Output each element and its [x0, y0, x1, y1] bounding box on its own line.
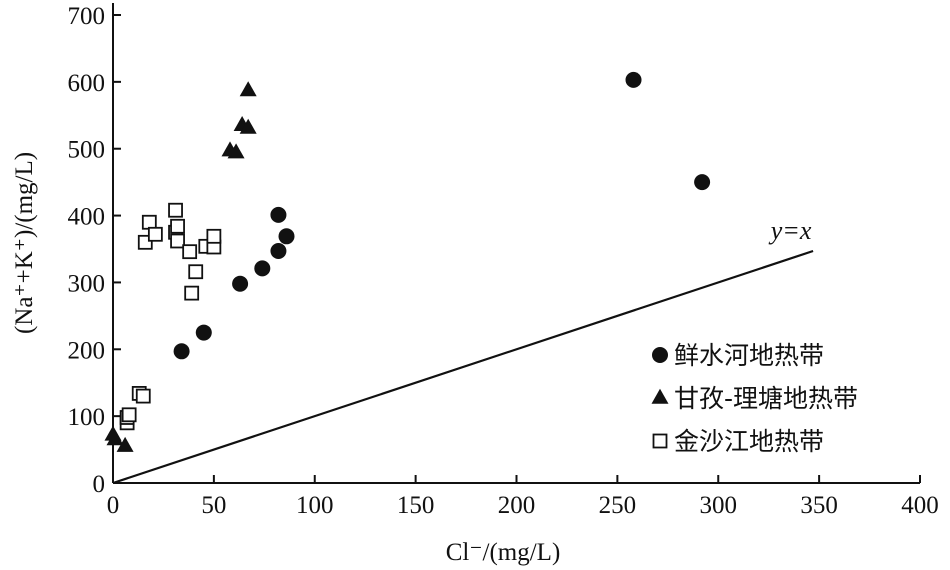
- data-point: [173, 343, 190, 360]
- data-point: [195, 324, 212, 341]
- data-point: [170, 218, 185, 234]
- data-point: [270, 243, 287, 260]
- y-tick-label: 0: [93, 471, 106, 498]
- reference-line-label: y=x: [768, 216, 812, 245]
- data-point: [239, 118, 257, 134]
- data-point: [188, 264, 204, 280]
- data-point: [278, 228, 295, 245]
- data-point: [116, 436, 134, 452]
- data-point: [239, 81, 257, 97]
- legend-label: 金沙江地热带: [674, 427, 824, 456]
- data-point: [254, 260, 271, 277]
- data-point: [135, 388, 151, 404]
- y-tick-label: 200: [68, 337, 106, 364]
- legend-marker: [651, 388, 669, 404]
- y-tick-label: 400: [68, 204, 106, 231]
- reference-line-group: y=x: [112, 216, 814, 485]
- data-point: [206, 228, 222, 244]
- data-point: [232, 275, 249, 292]
- x-tick-label: 250: [599, 492, 637, 519]
- data-point: [147, 226, 163, 242]
- data-point: [106, 430, 124, 446]
- x-tick-label: 100: [296, 492, 334, 519]
- y-tick-label: 300: [68, 270, 106, 297]
- x-tick-label: 200: [498, 492, 536, 519]
- reference-line: [112, 249, 814, 485]
- data-point: [184, 285, 200, 301]
- y-tick-label: 100: [68, 404, 106, 431]
- x-tick-label: 400: [901, 492, 939, 519]
- x-tick-label: 0: [107, 492, 120, 519]
- x-axis-title: Cl⁻/(mg/L): [446, 539, 561, 566]
- y-tick-label: 500: [68, 137, 106, 164]
- y-tick-label: 600: [68, 70, 106, 97]
- legend-label: 甘孜-理塘地热带: [674, 384, 858, 413]
- legend-marker: [652, 433, 668, 449]
- x-tick-label: 150: [397, 492, 435, 519]
- data-points: [104, 71, 711, 452]
- legend-label: 鲜水河地热带: [674, 341, 824, 370]
- x-tick-label: 350: [800, 492, 838, 519]
- data-point: [694, 174, 711, 191]
- data-point: [227, 143, 245, 159]
- y-tick-label: 700: [68, 3, 106, 30]
- y-axis-title: (Na⁺+K⁺)/(mg/L): [11, 152, 38, 334]
- x-tick-label: 300: [700, 492, 738, 519]
- data-point: [168, 202, 183, 218]
- data-point: [170, 233, 185, 249]
- data-point: [141, 214, 157, 230]
- axes: 0 50 100 150 200 250 300 350 400 0 100 200 300 400 500…: [68, 3, 939, 519]
- data-point: [182, 244, 198, 260]
- data-point: [270, 206, 287, 223]
- data-point: [625, 71, 642, 88]
- data-point: [121, 407, 137, 423]
- x-tick-label: 50: [201, 492, 226, 519]
- legend-marker: [652, 347, 668, 363]
